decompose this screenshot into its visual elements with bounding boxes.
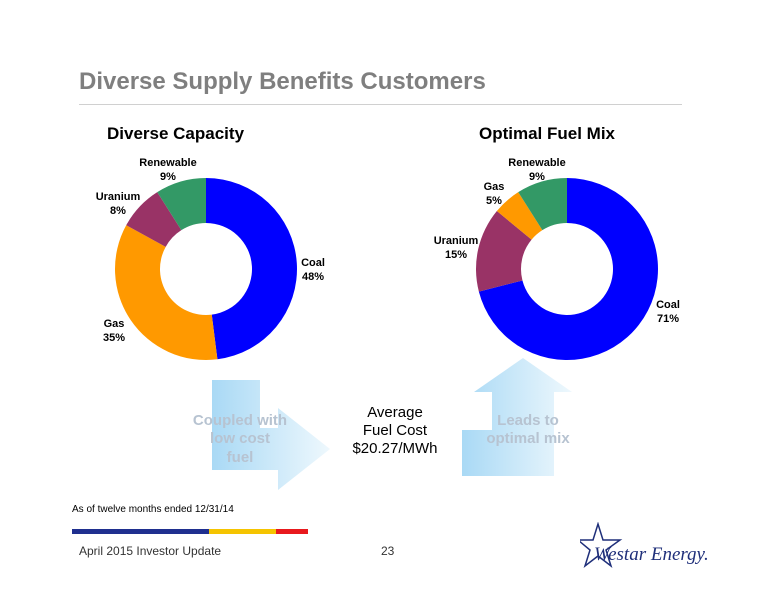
label-gas: Gas xyxy=(484,181,505,193)
center-line1: Average xyxy=(367,404,423,421)
slice-coal xyxy=(478,178,658,361)
slice-coal xyxy=(206,178,298,360)
right-arrow-shape xyxy=(462,358,572,476)
value-coal: 71% xyxy=(657,313,679,325)
value-renewable: 9% xyxy=(529,171,545,183)
left-arrow-line2: low cost xyxy=(210,430,270,447)
donut-chart-capacity xyxy=(115,178,298,360)
page-title: Diverse Supply Benefits Customers xyxy=(79,68,486,95)
left-arrow-line1: Coupled with xyxy=(193,412,287,429)
footer-bar-red xyxy=(276,529,308,534)
label-gas: Gas xyxy=(104,318,125,330)
label-uranium: Uranium xyxy=(434,235,479,247)
right-arrow-line1: Leads to xyxy=(497,412,559,429)
label-coal: Coal xyxy=(656,299,680,311)
footer-bar-blue xyxy=(72,529,209,534)
logo-wordmark: Westar Energy. xyxy=(594,544,709,565)
value-gas: 5% xyxy=(486,195,502,207)
left-arrow-shape xyxy=(212,380,330,490)
slice-renewable xyxy=(157,178,206,231)
label-coal: Coal xyxy=(301,257,325,269)
footer-presentation-title: April 2015 Investor Update xyxy=(79,544,222,558)
footer-bar-yellow xyxy=(209,529,276,534)
left-arrow-line3: fuel xyxy=(227,449,254,466)
chart-title-fuel-mix: Optimal Fuel Mix xyxy=(479,124,616,143)
chart-title-capacity: Diverse Capacity xyxy=(107,124,245,143)
label-renewable: Renewable xyxy=(139,157,196,169)
westar-energy-logo: Westar Energy. xyxy=(580,522,709,569)
slice-gas xyxy=(496,192,543,240)
value-coal: 48% xyxy=(302,271,324,283)
value-uranium: 8% xyxy=(110,205,126,217)
donut-chart-fuel-mix xyxy=(476,178,658,361)
average-fuel-cost: Average Fuel Cost $20.27/MWh xyxy=(328,404,462,458)
value-renewable: 9% xyxy=(160,171,176,183)
page-number: 23 xyxy=(381,544,395,558)
footnote: As of twelve months ended 12/31/14 xyxy=(72,504,234,515)
value-gas: 35% xyxy=(103,332,125,344)
value-uranium: 15% xyxy=(445,249,467,261)
center-line3: $20.27/MWh xyxy=(352,440,438,457)
title-divider xyxy=(79,104,682,105)
slice-gas xyxy=(115,225,218,360)
star-logo-icon xyxy=(580,522,623,569)
label-renewable: Renewable xyxy=(508,157,565,169)
slice-uranium xyxy=(126,192,182,247)
center-line2: Fuel Cost xyxy=(362,422,428,439)
slice-renewable xyxy=(518,178,567,231)
right-arrow-line2: optimal mix xyxy=(486,430,570,447)
slice-uranium xyxy=(476,210,532,292)
label-uranium: Uranium xyxy=(96,191,141,203)
